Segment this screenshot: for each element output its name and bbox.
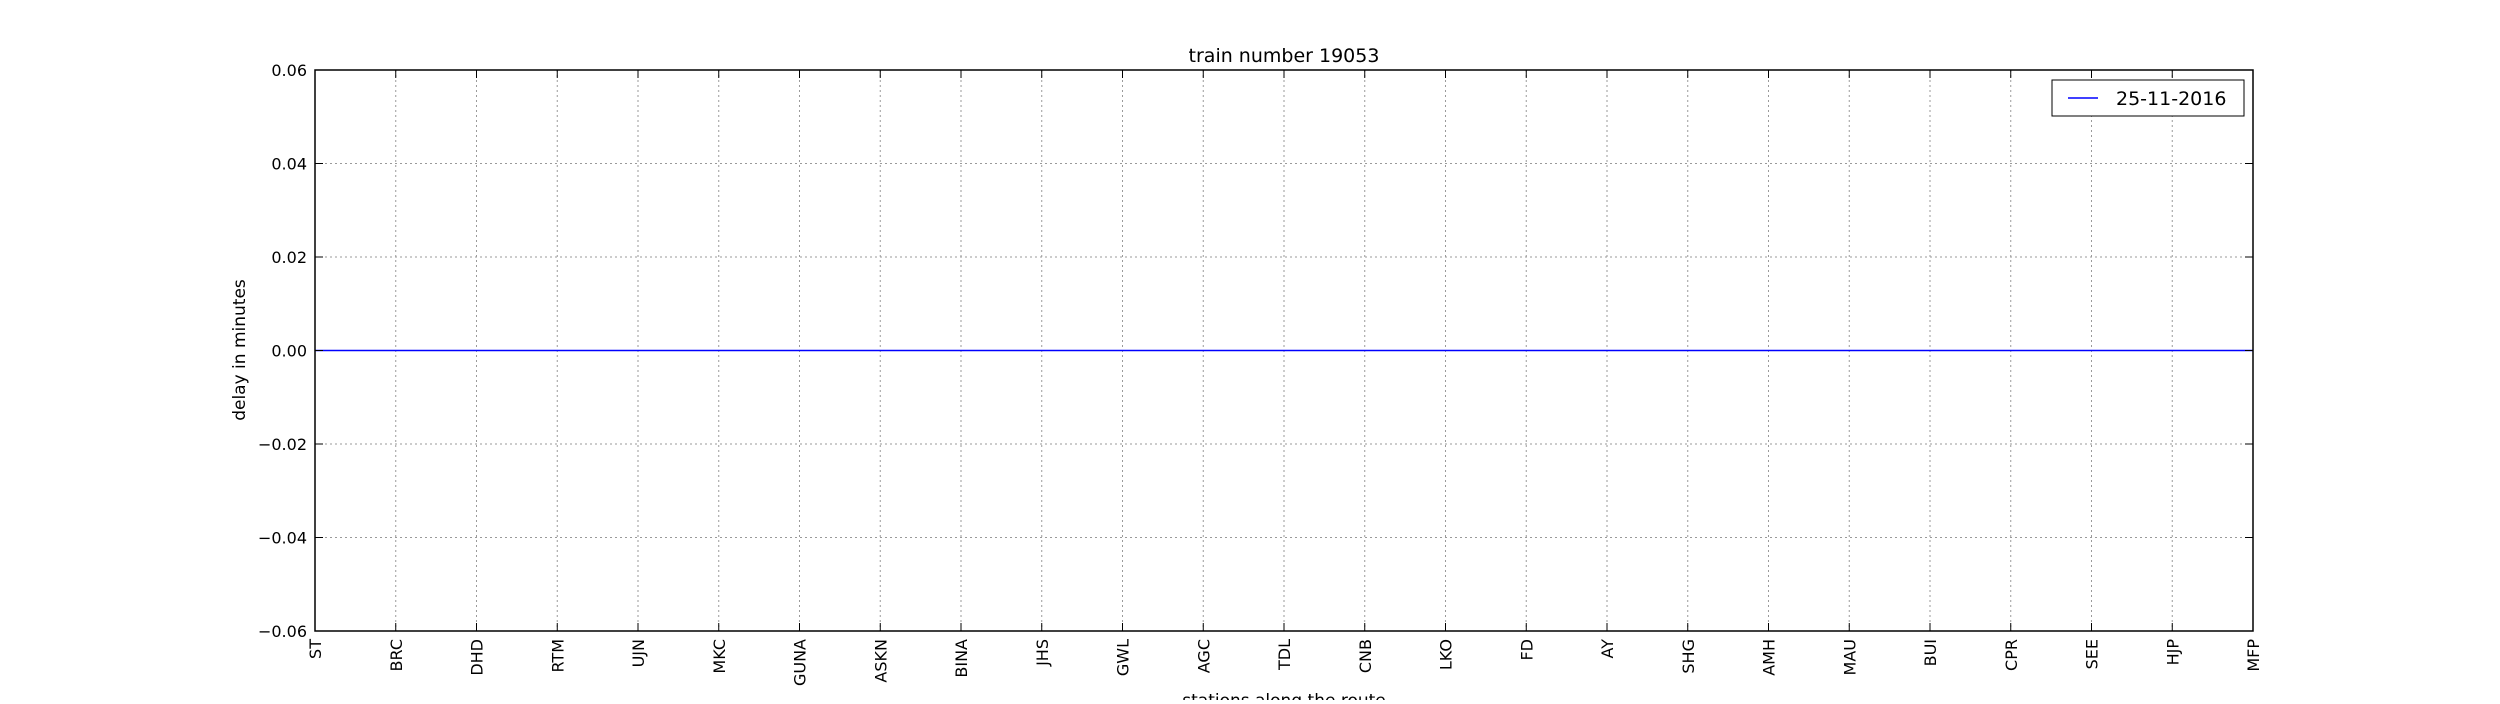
x-tick-label: RTM (548, 639, 567, 673)
x-tick-label: MFP (2244, 639, 2263, 672)
y-axis-label: delay in minutes (230, 279, 250, 421)
x-tick-label: ASKN (871, 639, 890, 683)
y-tick-label: −0.02 (258, 435, 307, 454)
x-tick-label: LKO (1437, 639, 1456, 670)
x-tick-label: CNB (1356, 639, 1375, 673)
x-tick-label: MAU (1840, 639, 1859, 675)
x-tick-label: DHD (468, 639, 487, 676)
y-axis: −0.06 −0.04 −0.02 0.00 0.02 0.04 0.06 (258, 61, 2253, 641)
x-tick-label: SHG (1679, 639, 1698, 674)
x-tick-label: TDL (1275, 639, 1294, 671)
y-tick-label: 0.00 (271, 342, 307, 361)
y-tick-label: 0.04 (271, 155, 307, 174)
x-axis-label: stations along the route (1182, 691, 1386, 700)
x-tick-label: GWL (1114, 639, 1133, 676)
x-tick-label: AY (1598, 639, 1617, 659)
x-axis: ST BRC DHD RTM UJN MKC GUNA ASKN BINA JHS GWL AGC TD… (306, 70, 2263, 686)
x-tick-label: AGC (1194, 639, 1213, 673)
x-tick-label: FD (1517, 639, 1536, 661)
x-tick-label: SEE (2083, 639, 2102, 669)
x-tick-label: BRC (387, 639, 406, 671)
x-tick-label: UJN (629, 639, 648, 667)
chart-title: train number 19053 (1189, 45, 1380, 67)
legend: 25-11-2016 (2051, 79, 2245, 117)
x-tick-label: ST (306, 639, 325, 659)
legend-label: 25-11-2016 (2116, 88, 2226, 110)
x-tick-label: HJP (2163, 639, 2182, 666)
x-tick-label: BINA (952, 639, 971, 678)
x-tick-label: BUI (1921, 639, 1940, 666)
y-tick-label: −0.06 (258, 622, 307, 641)
x-tick-label: GUNA (791, 639, 810, 686)
x-tick-label: CPR (2002, 639, 2021, 671)
x-tick-label: JHS (1033, 639, 1052, 667)
x-tick-label: AMH (1760, 639, 1779, 676)
y-tick-label: −0.04 (258, 529, 307, 548)
y-tick-label: 0.06 (271, 61, 307, 80)
y-tick-label: 0.02 (271, 248, 307, 267)
x-tick-label: MKC (710, 639, 729, 674)
